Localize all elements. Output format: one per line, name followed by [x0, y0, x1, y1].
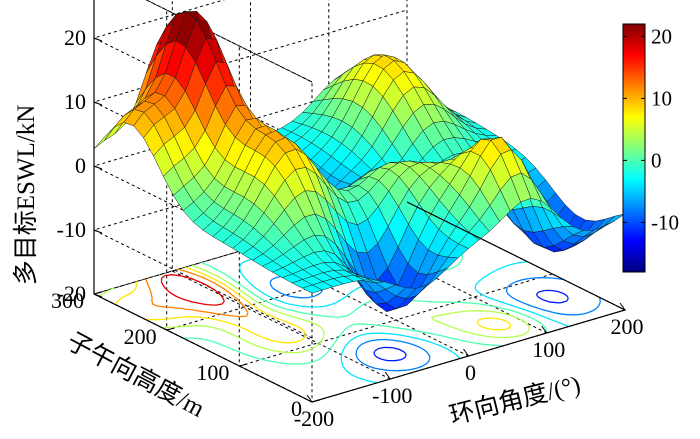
z-tick-label: 0 [75, 153, 86, 178]
x-tick-mark [619, 302, 626, 311]
surface-mesh [93, 10, 626, 312]
colorbar-tick-label: 10 [651, 86, 672, 110]
contour-line [145, 268, 249, 318]
x-tick-label: -100 [372, 383, 412, 408]
z-tick-mark [93, 293, 103, 298]
x-tick-mark [541, 325, 548, 334]
z-axis-label: 多目标ESWL/kN [12, 105, 40, 286]
y-tick-mark [93, 291, 103, 295]
colorbar: -10 0 10 20 [622, 23, 679, 273]
contour-projection [98, 210, 601, 384]
z-tick-mark [93, 229, 103, 234]
x-tick-mark [463, 348, 469, 357]
y-tick-label: 300 [51, 288, 84, 313]
z-tick-label: -10 [57, 217, 86, 242]
contour-line [373, 289, 569, 362]
grid-line [328, 0, 548, 334]
y-tick-mark [239, 363, 248, 367]
z-tick-mark [93, 101, 103, 106]
x-tick-label: 100 [532, 337, 565, 362]
y-tick-label: 200 [124, 324, 157, 349]
z-tick-label: 20 [64, 25, 86, 50]
z-tick-mark [93, 37, 103, 42]
x-tick-mark [384, 371, 391, 380]
grid-line [250, 0, 469, 357]
colorbar-scale [622, 23, 646, 273]
contour-line [160, 274, 225, 306]
colorbar-ticks: -10 0 10 20 [623, 24, 679, 234]
colorbar-tick-label: 20 [651, 24, 672, 48]
y-tick-label: 0 [291, 396, 302, 421]
colorbar-tick-label: -10 [651, 210, 679, 234]
y-tick-mark [311, 399, 321, 403]
surface-patch [604, 213, 626, 226]
y-tick-label: 100 [196, 360, 229, 385]
z-tick-mark [93, 165, 103, 170]
axes-edge [145, 0, 313, 83]
z-tick-label: 10 [64, 89, 86, 114]
y-tick-mark [166, 327, 175, 331]
x-tick-label: 200 [611, 314, 644, 339]
colorbar-tick-label: 0 [651, 148, 662, 172]
x-tick-label: 0 [465, 360, 476, 385]
x-tick-mark [306, 394, 313, 403]
x-tick-label: -200 [294, 406, 334, 431]
z-tick-label: -20 [57, 281, 86, 306]
